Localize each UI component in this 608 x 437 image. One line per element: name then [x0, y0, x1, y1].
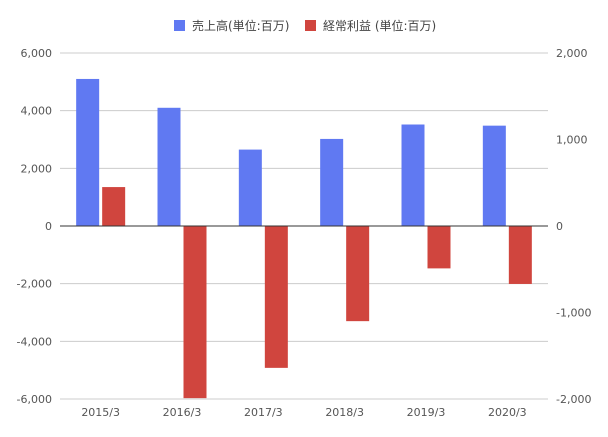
y-left-tick-label: 6,000 [21, 47, 53, 60]
legend: 売上高(単位:百万) 経常利益 (単位:百万) [174, 18, 436, 33]
bar-ordinary-profit [427, 226, 451, 269]
y-axis-left: 6,000 4,000 2,000 0 -2,000 -4,000 -6,000 [17, 47, 52, 406]
bar-ordinary-profit [346, 226, 370, 322]
x-tick-label: 2015/3 [81, 406, 120, 419]
bar-sales [482, 125, 506, 226]
y-axis-right: 2,000 1,000 0 -1,000 -2,000 [556, 47, 591, 406]
bar-ordinary-profit [508, 226, 532, 284]
bar-sales [238, 149, 262, 226]
y-left-tick-label: 2,000 [21, 162, 53, 175]
bar-ordinary-profit [183, 226, 207, 399]
bar-ordinary-profit [102, 187, 126, 226]
legend-label-sales: 売上高(単位:百万) [192, 18, 289, 33]
x-tick-label: 2020/3 [488, 406, 527, 419]
bar-sales [76, 78, 100, 226]
y-right-tick-label: -2,000 [556, 393, 591, 406]
legend-swatch-sales [174, 20, 185, 31]
x-tick-label: 2018/3 [325, 406, 364, 419]
x-tick-label: 2017/3 [244, 406, 283, 419]
bar-sales [401, 124, 425, 226]
y-right-tick-label: 2,000 [556, 47, 588, 60]
y-left-tick-label: 0 [45, 220, 52, 233]
y-right-tick-label: 0 [556, 220, 563, 233]
y-left-tick-label: -4,000 [17, 335, 52, 348]
x-tick-label: 2016/3 [163, 406, 202, 419]
x-axis: 2015/3 2016/3 2017/3 2018/3 2019/3 2020/3 [81, 406, 526, 419]
bar-sales [157, 107, 181, 226]
y-left-tick-label: -6,000 [17, 393, 52, 406]
y-right-tick-label: 1,000 [556, 134, 588, 147]
bars [76, 78, 532, 399]
bar-ordinary-profit [264, 226, 288, 368]
bar-sales [320, 138, 344, 226]
y-right-tick-label: -1,000 [556, 307, 591, 320]
x-tick-label: 2019/3 [407, 406, 446, 419]
legend-swatch-ordinary-profit [305, 20, 316, 31]
y-left-tick-label: 4,000 [21, 105, 53, 118]
legend-label-ordinary-profit: 経常利益 (単位:百万) [323, 18, 436, 33]
y-left-tick-label: -2,000 [17, 278, 52, 291]
